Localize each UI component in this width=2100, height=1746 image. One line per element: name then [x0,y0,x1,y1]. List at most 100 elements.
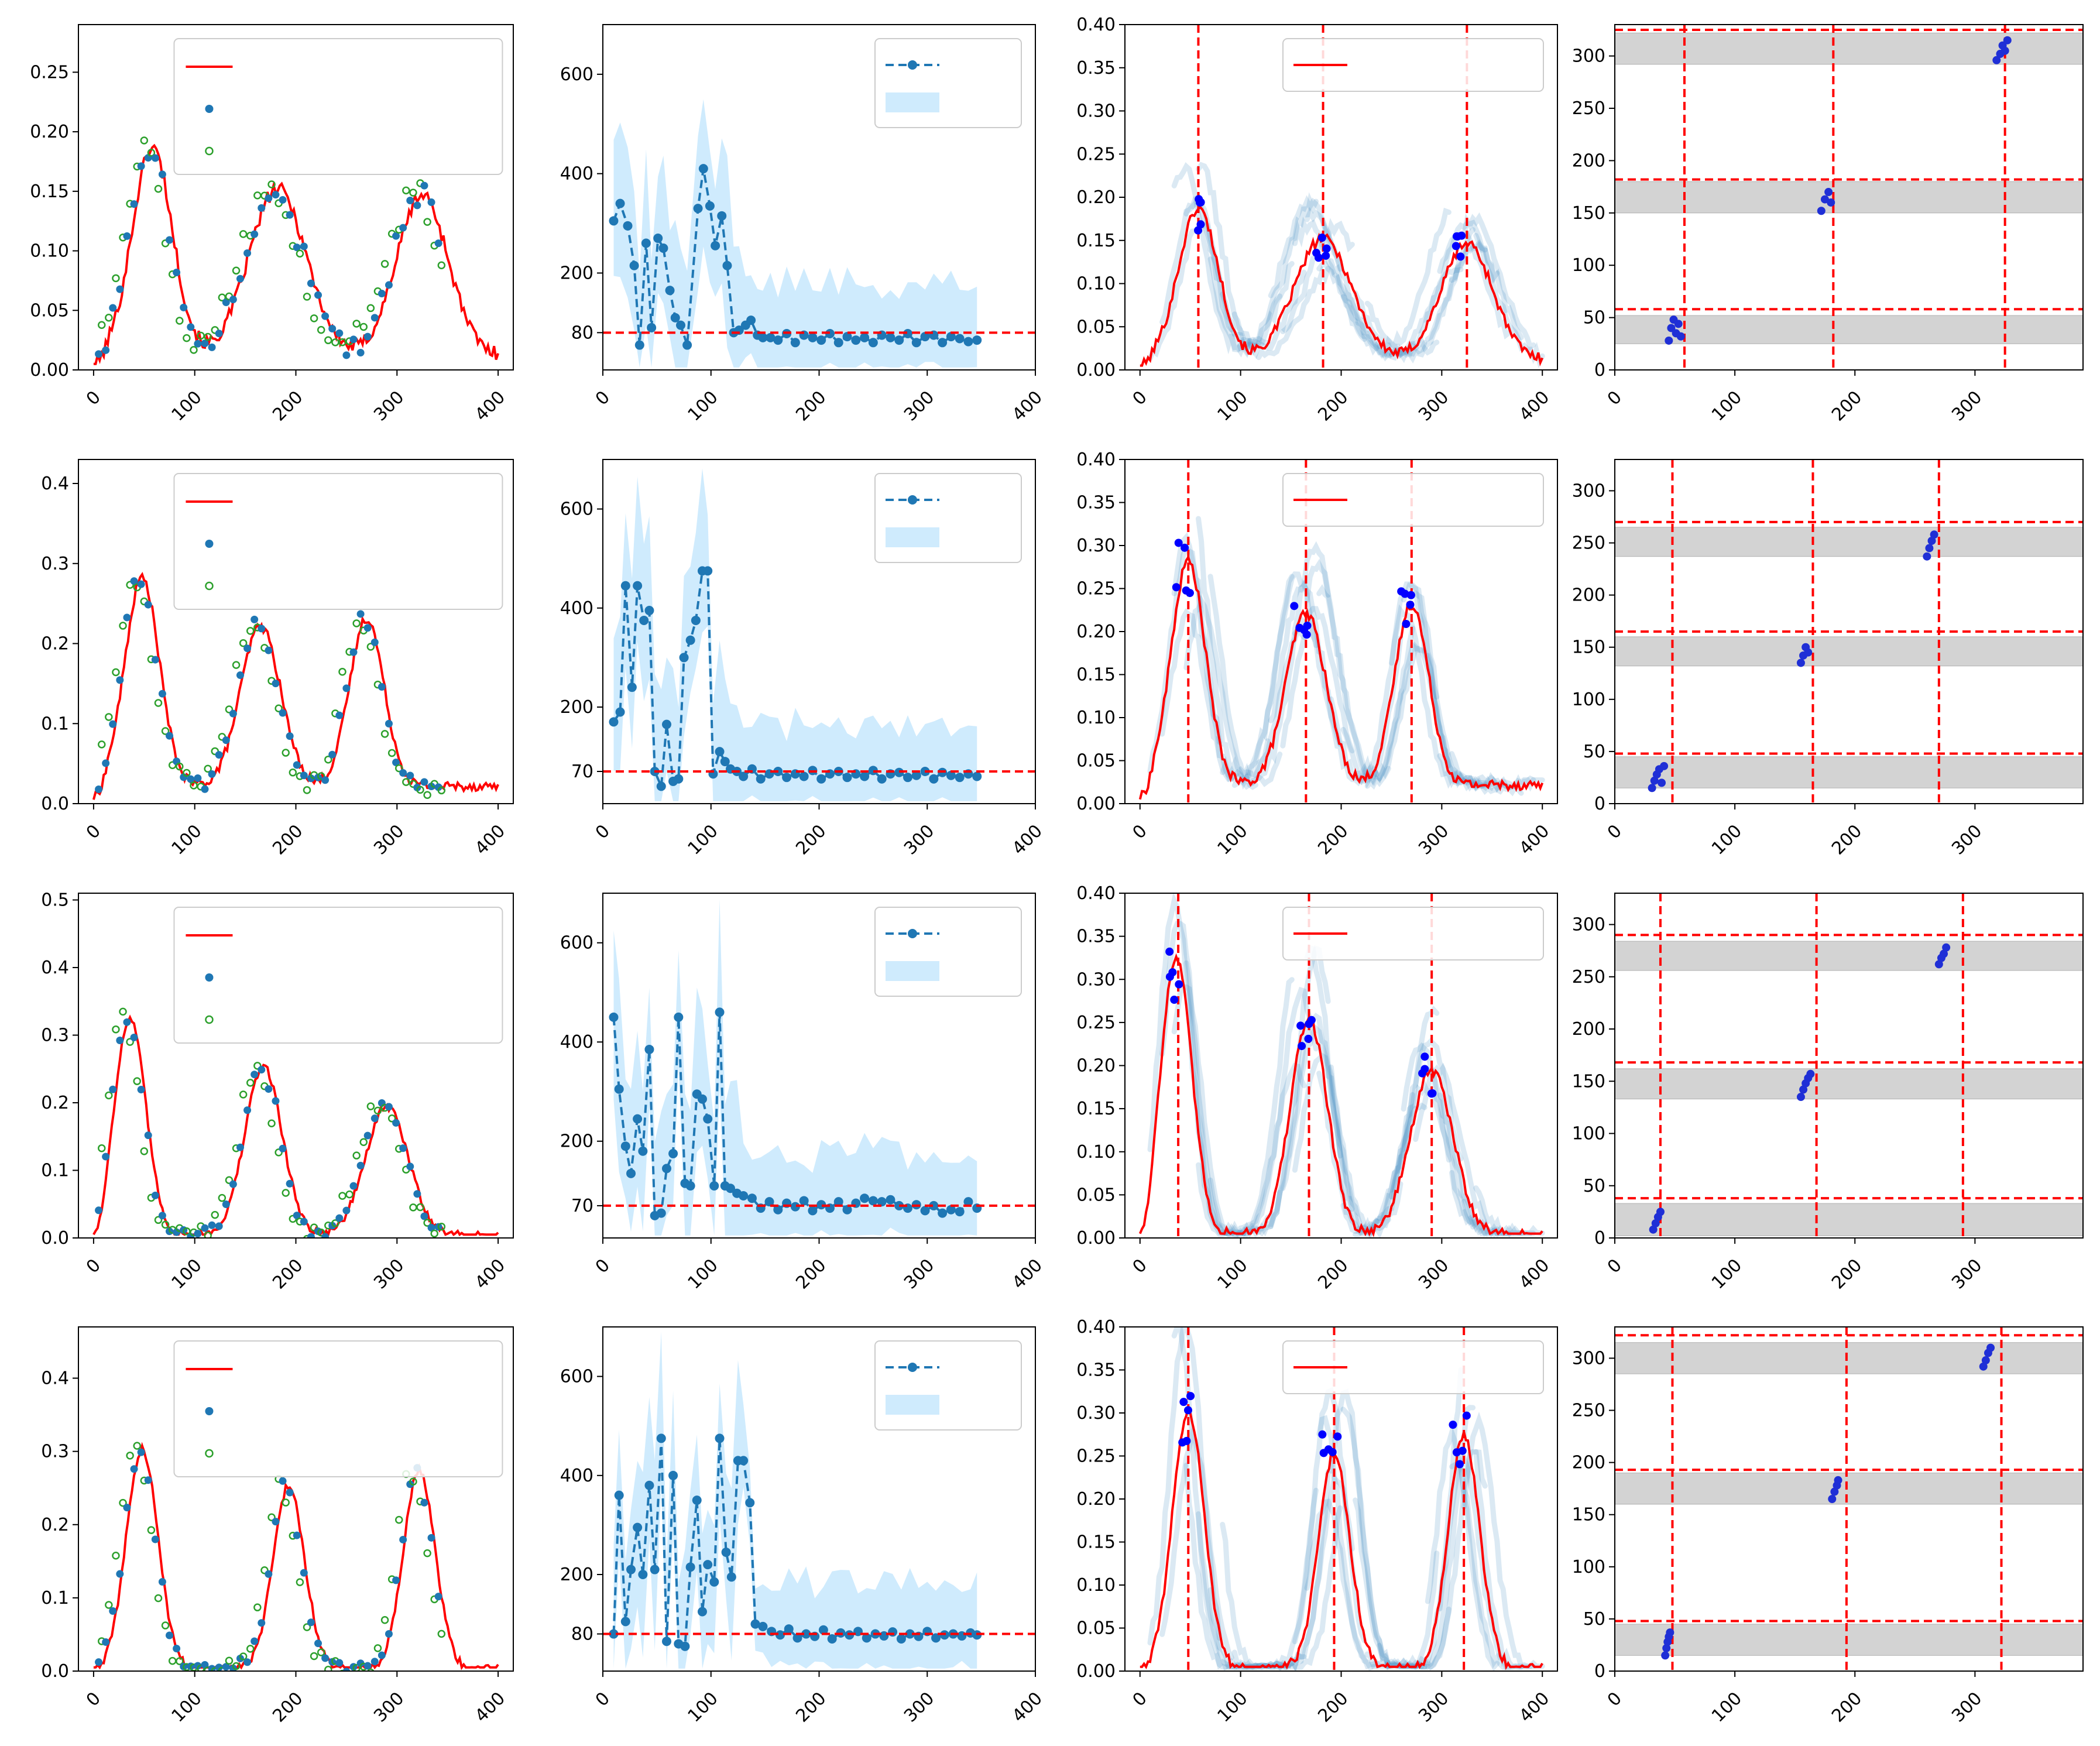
mu-point [679,653,689,663]
forecast-trajectory [1413,591,1488,791]
seven-day-prediction-point [97,740,106,749]
mu-point [680,1641,690,1651]
seven-day-prediction-point [373,1644,382,1652]
peak-estimate-point [1992,56,2001,64]
mu-point [862,1633,871,1643]
mu-point [703,1114,713,1124]
peak-estimate-point [1796,1093,1805,1102]
two-day-prediction-point [314,291,322,299]
y-tick-label: 0.35 [1076,58,1116,78]
predicted-peak-point [1314,253,1323,262]
two-day-prediction-point [187,323,195,331]
peak-estimate-point [1660,761,1669,770]
forecast-trajectory [1268,195,1343,299]
x-tick-label: 200 [792,387,830,425]
x-tick-label: 300 [370,387,408,425]
two-day-prediction-point [378,290,386,298]
two-day-prediction-point [229,709,237,718]
two-day-prediction-point [385,1103,393,1111]
y-tick-label: 0.20 [1076,622,1116,642]
two-day-prediction-point [137,162,145,170]
two-day-prediction-point [151,1535,159,1543]
peak-estimate-point [1834,1476,1842,1484]
mu-point [662,1164,672,1174]
plot-area [603,899,1035,1236]
seven-day-prediction-point [317,325,325,334]
mu-point [842,332,852,342]
two-day-prediction-point [356,348,365,356]
synthetic-j-line [1140,205,1544,367]
seven-day-prediction-point [338,338,346,347]
two-day-prediction-point [222,298,230,306]
x-tick-label: 0 [1604,1255,1626,1277]
two-day-prediction-point [342,351,351,359]
two-day-prediction-point [208,770,216,778]
x-tick-label: 300 [900,1688,938,1726]
seven-day-prediction-point [176,1657,184,1665]
forecast-trajectory [1425,653,1500,792]
mu-point [609,1629,619,1639]
seven-day-prediction-point [387,749,396,757]
seven-day-prediction-point [232,1662,241,1670]
legend-box [874,473,1022,563]
y-tick-label: 0.00 [30,360,69,380]
sigma-band [613,468,977,801]
mu-point [790,338,800,348]
mu-point [808,332,818,342]
predicted-peak-point [1296,1021,1305,1030]
legend-open-marker [205,1015,214,1024]
two-day-prediction-point [201,1224,209,1232]
two-day-prediction-point [307,774,315,783]
predicted-peak-point [1183,1406,1192,1415]
two-day-prediction-point [251,1071,259,1079]
seven-day-prediction-point [204,1232,212,1238]
x-tick-label: 0 [592,387,614,409]
two-day-prediction-point [109,1085,117,1093]
y-tick-label: 200 [1572,150,1605,171]
seven-day-prediction-point [310,314,318,323]
mu-point [739,1191,749,1200]
y-tick-label: 400 [560,1466,593,1486]
seven-day-prediction-point [112,1025,120,1034]
y-tick-label: 0.25 [1076,1013,1116,1033]
forecast-trajectory [1159,921,1234,1236]
two-day-prediction-point [258,1619,266,1627]
two-day-prediction-point [272,1518,280,1526]
legend-open-marker [205,581,214,591]
legend-box [874,1340,1022,1431]
y-tick-label: 0.40 [1076,15,1116,35]
y-tick-label: 200 [560,1565,593,1585]
seven-day-prediction-point [161,727,170,735]
y-tick-label: 200 [1572,585,1605,606]
mu-point [653,234,663,243]
two-day-prediction-point [251,1637,259,1645]
legend-box [1282,38,1544,92]
mu-point [709,1577,719,1587]
mu-point [615,198,625,208]
seven-day-prediction-point [253,191,262,200]
x-tick-label: 200 [792,821,830,859]
two-day-prediction-point [130,200,138,208]
sigma-band [613,99,977,368]
two-day-prediction-point [385,1630,393,1638]
y-tick-label: 0.3 [41,1442,69,1462]
y-tick-label: 0.00 [1076,794,1116,814]
seven-day-prediction-point [423,1549,431,1558]
forecast-trajectory [1413,1449,1488,1671]
seven-day-prediction-point [366,304,375,313]
x-tick-label: 100 [1213,1688,1251,1726]
forecast-trajectory [1183,595,1258,790]
two-day-prediction-point [194,774,202,782]
forecast-trajectory [1340,1092,1415,1236]
x-tick-label: 400 [1008,1688,1046,1726]
panel-r1c3: 0 100 200 300 400 0.00 0.05 0.10 0.15 0.20 0.25 0.3… [1076,15,1558,426]
legend-open-marker [205,146,214,156]
two-day-prediction-point [406,771,414,780]
forecast-trajectory [1328,258,1404,361]
predicted-peak-point [1298,1042,1306,1051]
x-tick-label: 400 [471,387,509,425]
seven-day-prediction-point [339,1669,346,1671]
y-tick-label: 0.4 [41,958,69,978]
seven-day-prediction-point [147,1526,156,1534]
seven-day-prediction-point [267,1119,276,1128]
